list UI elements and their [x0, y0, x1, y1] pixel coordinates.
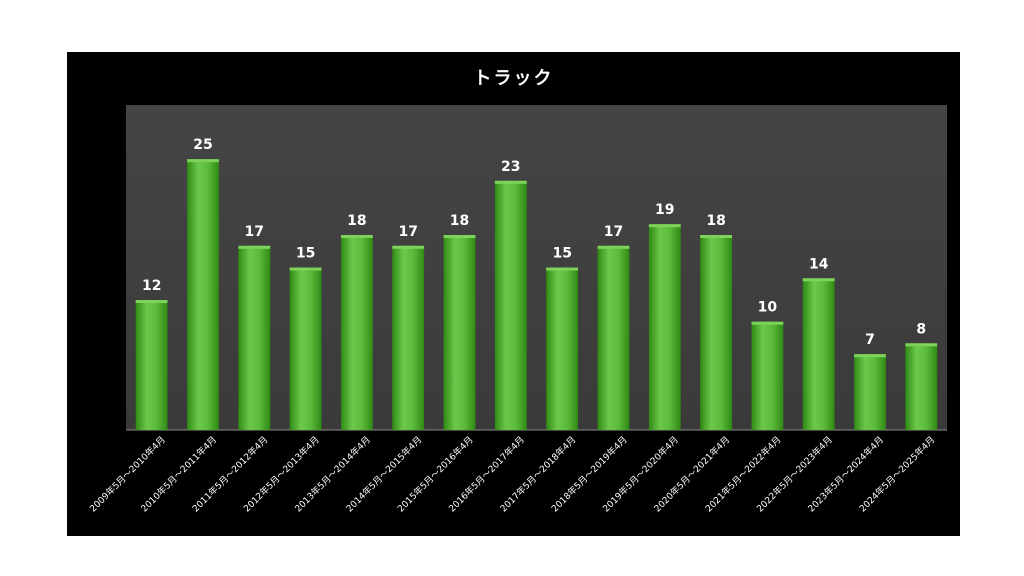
bar-cap-10 — [597, 245, 630, 249]
bar-8 — [494, 180, 527, 430]
data-label-15: 7 — [865, 332, 875, 348]
bar-9 — [546, 267, 578, 430]
bar-1 — [135, 300, 168, 430]
data-label-13: 10 — [758, 300, 778, 316]
bar-cap-13 — [751, 321, 784, 325]
bar-5 — [341, 235, 373, 430]
data-label-1: 12 — [142, 278, 161, 294]
data-label-16: 8 — [916, 321, 926, 337]
bar-7 — [443, 235, 476, 430]
data-label-12: 18 — [706, 213, 725, 229]
data-label-11: 19 — [655, 202, 674, 218]
bar-4 — [289, 267, 322, 430]
bar-cap-3 — [238, 245, 271, 249]
bar-cap-9 — [546, 267, 578, 271]
bar-3 — [238, 245, 271, 430]
bar-10 — [597, 245, 630, 430]
bar-cap-5 — [341, 235, 373, 238]
data-label-8: 23 — [501, 159, 520, 175]
bar-2 — [187, 159, 219, 430]
data-label-9: 15 — [552, 246, 571, 262]
bar-12 — [700, 235, 732, 430]
bar-14 — [802, 278, 835, 430]
bar-11 — [648, 224, 681, 430]
data-label-2: 25 — [193, 137, 212, 153]
bar-cap-16 — [905, 343, 938, 347]
chart-title: トラック — [473, 68, 554, 89]
chart-frame: トラック 12 25 17 15 18 17 18 23 15 17 19 18 10 14 7 8 2009… — [67, 52, 960, 536]
bar-13 — [751, 321, 784, 430]
bar-cap-6 — [392, 245, 425, 249]
data-label-4: 15 — [296, 246, 315, 262]
data-label-7: 18 — [450, 213, 469, 229]
data-label-5: 18 — [347, 213, 366, 229]
data-label-3: 17 — [245, 224, 264, 240]
bar-cap-15 — [854, 354, 886, 358]
data-label-14: 14 — [809, 256, 829, 272]
bar-6 — [392, 245, 425, 430]
bar-15 — [854, 354, 886, 430]
bar-cap-11 — [648, 224, 681, 228]
data-label-10: 17 — [604, 224, 623, 240]
bar-cap-7 — [443, 235, 476, 238]
bar-cap-4 — [289, 267, 322, 271]
bar-cap-14 — [802, 278, 835, 282]
bar-cap-2 — [187, 159, 219, 163]
data-label-6: 17 — [398, 224, 417, 240]
bar-cap-8 — [494, 180, 527, 184]
bar-16 — [905, 343, 938, 430]
bar-cap-12 — [700, 235, 732, 238]
bar-cap-1 — [135, 300, 168, 303]
